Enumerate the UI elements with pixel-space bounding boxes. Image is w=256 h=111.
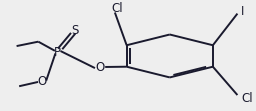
Text: Cl: Cl	[111, 2, 123, 15]
Text: O: O	[37, 75, 47, 88]
Text: I: I	[241, 5, 245, 18]
Text: S: S	[72, 24, 79, 37]
Text: Cl: Cl	[241, 92, 253, 105]
Text: P: P	[54, 46, 61, 59]
Text: O: O	[95, 61, 104, 74]
